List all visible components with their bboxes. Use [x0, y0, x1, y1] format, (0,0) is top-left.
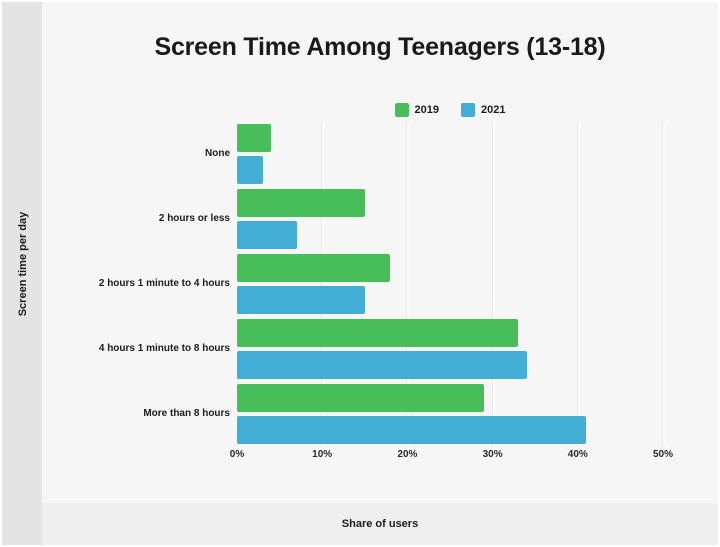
legend-swatch-2021-icon — [461, 103, 475, 117]
bar-2021-category-1 — [237, 221, 297, 249]
x-tick-50%: 50% — [652, 449, 674, 460]
plot-area: None 2 hours or less 2 hours 1 minute to 4… — [99, 122, 673, 467]
bar-2021-category-3 — [237, 351, 527, 379]
gridline-0% — [237, 122, 238, 446]
bar-2021-category-2 — [237, 286, 365, 314]
gridline-20% — [407, 122, 410, 446]
bar-2019-category-1 — [237, 189, 365, 217]
chart-panel: Screen Time Among Teenagers (13-18) 2019… — [42, 2, 718, 503]
x-tick-10%: 10% — [312, 449, 333, 460]
bar-2019-category-0 — [237, 124, 272, 152]
bar-2019-category-4 — [237, 384, 485, 412]
x-tick-30%: 30% — [482, 449, 503, 460]
legend-swatch-2019-icon — [394, 103, 409, 117]
gridline-10% — [322, 122, 325, 446]
x-tick-40%: 40% — [567, 449, 588, 460]
y-axis-band: Screen time per day — [2, 2, 42, 545]
x-axis-band: Share of users — [42, 503, 718, 545]
legend: 2019 2021 — [237, 103, 663, 117]
bar-2021-category-0 — [237, 156, 263, 184]
legend-label-2019: 2019 — [414, 104, 439, 116]
category-label: None — [205, 148, 230, 159]
x-tick-20%: 20% — [397, 449, 418, 460]
category-label: 4 hours 1 minute to 8 hours — [98, 343, 230, 354]
gridline-40% — [577, 122, 580, 446]
x-tick-0%: 0% — [229, 449, 245, 460]
legend-label-2021: 2021 — [481, 104, 506, 116]
gridline-30% — [492, 122, 495, 446]
category-label: More than 8 hours — [143, 408, 230, 419]
legend-item-2019: 2019 — [394, 103, 439, 117]
bar-2019-category-3 — [237, 319, 519, 347]
bar-2019-category-2 — [237, 254, 391, 282]
gridline-50% — [663, 122, 665, 446]
category-label: 2 hours or less — [158, 213, 230, 224]
category-label: 2 hours 1 minute to 4 hours — [98, 278, 230, 289]
bar-2021-category-4 — [237, 416, 587, 444]
legend-item-2021: 2021 — [461, 103, 505, 117]
chart-title: Screen Time Among Teenagers (13-18) — [154, 33, 606, 61]
y-axis-title: Screen time per day — [17, 211, 29, 317]
x-axis-title: Share of users — [341, 518, 419, 530]
